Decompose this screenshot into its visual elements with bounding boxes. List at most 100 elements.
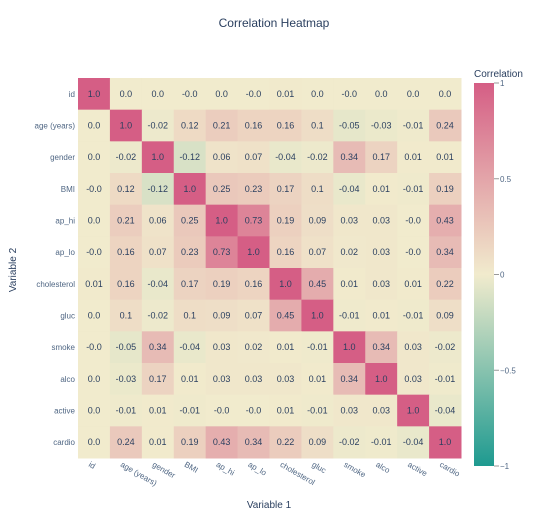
cell-value-label: 0.43 [213,437,231,447]
heatmap-cell [269,78,302,111]
heatmap-cell [429,204,462,237]
y-tick-label: age (years) [35,122,76,131]
cell-value-label: -0.01 [403,184,424,194]
heatmap-cell [365,78,398,111]
heatmap-cell [109,141,143,174]
heatmap-cell [237,173,270,206]
heatmap-cell [269,268,302,301]
cell-value-label: -0.05 [116,342,137,352]
cell-value-label: -0.0 [246,89,262,99]
cell-value-label: -0.0 [86,184,102,194]
cell-value-label: 0.19 [277,216,295,226]
heatmap-cell [269,204,302,237]
heatmap-cell [429,331,462,364]
cell-value-label: 0.23 [181,247,199,257]
cell-value-label: 0.0 [88,152,101,162]
cell-value-label: 0.17 [277,184,295,194]
heatmap-cell [173,109,207,142]
colorbar-ticks: 1 0.5 0 −0.5 −1 [494,79,516,471]
cell-value-label: 0.02 [341,247,359,257]
chart-title: Correlation Heatmap [219,16,330,30]
heatmap-cell [173,173,207,206]
heatmap-cell [365,109,398,142]
heatmap-cell [173,78,207,111]
cell-value-label: 0.22 [277,437,295,447]
heatmap-cell [397,109,430,142]
heatmap-cells: 1.0 0.0 0.0 -0.0 0.0 -0.0 0.01 0.0 -0.0 0.0 0.0 0.0… [78,78,462,459]
heatmap-cell [397,268,430,301]
heatmap-cell [397,394,430,427]
cell-value-label: 0.03 [277,374,295,384]
cell-value-label: 0.03 [213,374,231,384]
x-tick-label: cholesterol [278,460,316,487]
cell-value-label: -0.02 [435,342,456,352]
cell-value-label: 1.0 [152,152,165,162]
cell-value-label: 0.03 [404,374,422,384]
heatmap-cell [429,109,462,142]
heatmap-cell [205,299,239,332]
heatmap-cell [237,426,270,459]
x-tick-label: cardio [438,460,462,479]
heatmap-cell [109,331,143,364]
heatmap-cell [333,268,366,301]
heatmap-cell [333,299,366,332]
cell-value-label: 0.16 [117,279,135,289]
heatmap-cell [141,331,175,364]
cell-value-label: -0.03 [116,374,137,384]
heatmap-cell [205,268,239,301]
heatmap-cell [269,299,302,332]
heatmap-cell [78,268,111,301]
cell-value-label: 0.34 [245,437,263,447]
cell-value-label: 1.0 [247,247,260,257]
heatmap-cell [109,173,143,206]
cell-value-label: 0.03 [341,216,359,226]
cell-value-label: 0.12 [117,184,135,194]
heatmap-cell [333,109,366,142]
heatmap-cell [109,299,143,332]
cell-value-label: 0.01 [404,152,422,162]
heatmap-cell [237,78,270,111]
heatmap-cell [237,331,270,364]
x-axis-title: Variable 1 [247,500,292,511]
heatmap-cell [109,426,143,459]
heatmap-cell [205,109,239,142]
cell-value-label: 0.03 [372,406,390,416]
heatmap-cell [397,363,430,396]
cell-value-label: 0.01 [277,406,295,416]
cell-value-label: 0.01 [149,437,167,447]
colorbar-tick-label: 1 [500,79,505,88]
cell-value-label: 0.01 [181,374,199,384]
heatmap-cell [205,173,239,206]
heatmap-cell [397,173,430,206]
heatmap-cell [78,78,111,111]
heatmap-cell [141,109,175,142]
heatmap-cell [333,78,366,111]
heatmap-cell [301,236,334,269]
cell-value-label: 0.17 [181,279,199,289]
cell-value-label: -0.02 [307,152,328,162]
heatmap-cell [301,363,334,396]
heatmap-cell [173,299,207,332]
x-tick-label: gluc [310,460,327,475]
x-tick-label: smoke [342,460,367,480]
heatmap-cell [141,204,175,237]
cell-value-label: -0.01 [307,406,328,416]
y-axis-title: Variable 2 [8,247,19,292]
heatmap-cell [237,109,270,142]
cell-value-label: 0.03 [245,374,263,384]
heatmap-cell [269,236,302,269]
heatmap-cell [237,299,270,332]
heatmap-cell [109,268,143,301]
cell-value-label: 0.34 [341,152,359,162]
cell-value-label: 1.0 [279,279,292,289]
cell-value-label: 0.03 [372,279,390,289]
x-axis-ticks: id age (years)gender BMI ap_hi ap_lo choleste… [87,460,462,488]
cell-value-label: 1.0 [215,216,228,226]
cell-value-label: -0.0 [86,342,102,352]
cell-value-label: 0.01 [85,279,103,289]
heatmap-cell [269,141,302,174]
heatmap-cell [173,236,207,269]
heatmap-cell [397,299,430,332]
cell-value-label: 0.43 [436,216,454,226]
cell-value-label: -0.04 [179,342,200,352]
